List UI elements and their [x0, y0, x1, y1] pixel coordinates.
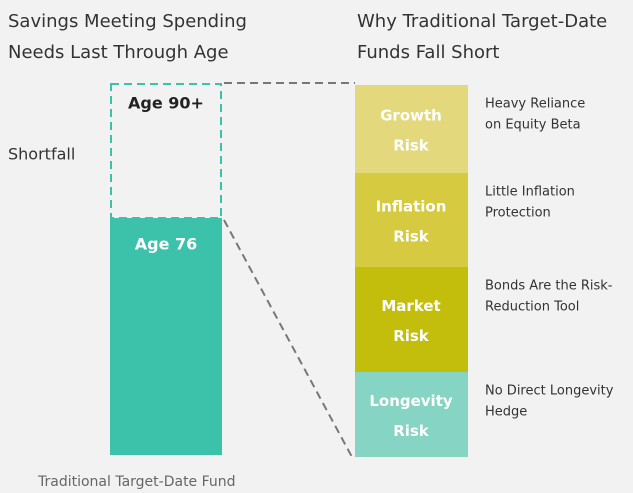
risk-description: Hedge [485, 405, 527, 420]
risk-block [355, 173, 468, 267]
risk-name: Risk [393, 137, 430, 155]
risk-description: Bonds Are the Risk- [485, 279, 613, 294]
risk-stack: Growth Risk Heavy Reliance on Equity Beta In… [355, 85, 614, 457]
risk-description: Heavy Reliance [485, 97, 585, 112]
risk-name: Risk [393, 422, 430, 440]
left-title: Savings Meeting Spending [8, 11, 247, 32]
risk-block [355, 85, 468, 173]
risk-description: Little Inflation [485, 185, 575, 200]
caption: Traditional Target-Date Fund [37, 474, 236, 490]
risk-name: Inflation [376, 198, 447, 216]
risk-name: Longevity [369, 392, 453, 410]
age-label: Age 76 [135, 235, 198, 254]
risk-description: on Equity Beta [485, 118, 581, 133]
risk-name: Risk [393, 327, 430, 345]
left-title: Needs Last Through Age [8, 42, 229, 63]
right-title: Why Traditional Target-Date [357, 11, 607, 32]
risk-block [355, 267, 468, 372]
risk-name: Growth [380, 107, 442, 125]
risk-description: Reduction Tool [485, 300, 579, 315]
risk-description: Protection [485, 206, 551, 221]
right-title: Funds Fall Short [357, 42, 499, 63]
risk-description: No Direct Longevity [485, 384, 614, 399]
risk-block [355, 372, 468, 457]
risk-name: Risk [393, 228, 430, 246]
fund-bar [110, 218, 222, 455]
shortfall-box [110, 83, 222, 219]
age-label: Age 90+ [128, 94, 204, 113]
risk-name: Market [381, 297, 440, 315]
shortfall-label: Shortfall [8, 145, 75, 164]
connector [223, 219, 353, 458]
